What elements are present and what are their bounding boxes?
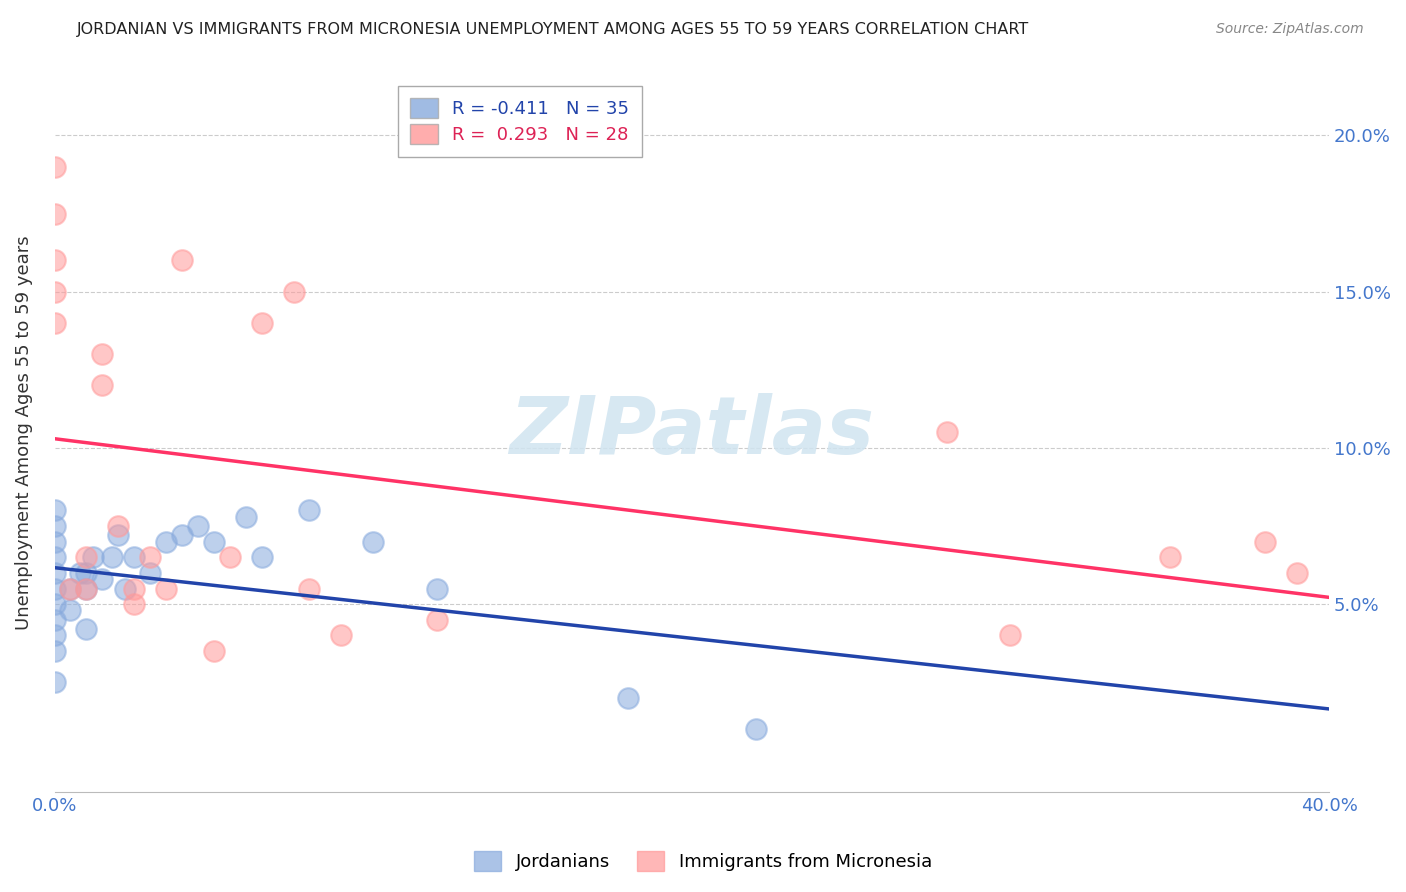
Point bbox=[361, 534, 384, 549]
Point bbox=[250, 550, 273, 565]
Point bbox=[298, 503, 321, 517]
Point bbox=[91, 378, 114, 392]
Point bbox=[114, 582, 136, 596]
Point bbox=[122, 597, 145, 611]
Point bbox=[59, 582, 82, 596]
Legend: R = -0.411   N = 35, R =  0.293   N = 28: R = -0.411 N = 35, R = 0.293 N = 28 bbox=[398, 86, 641, 157]
Point bbox=[298, 582, 321, 596]
Point bbox=[155, 534, 177, 549]
Point bbox=[59, 582, 82, 596]
Point bbox=[91, 572, 114, 586]
Point bbox=[1159, 550, 1181, 565]
Point bbox=[44, 550, 66, 565]
Text: ZIPatlas: ZIPatlas bbox=[509, 393, 875, 471]
Point bbox=[44, 253, 66, 268]
Point bbox=[44, 582, 66, 596]
Point bbox=[44, 675, 66, 690]
Y-axis label: Unemployment Among Ages 55 to 59 years: Unemployment Among Ages 55 to 59 years bbox=[15, 235, 32, 630]
Point bbox=[75, 550, 97, 565]
Point bbox=[218, 550, 240, 565]
Text: Source: ZipAtlas.com: Source: ZipAtlas.com bbox=[1216, 22, 1364, 37]
Point bbox=[202, 644, 225, 658]
Point bbox=[44, 597, 66, 611]
Point bbox=[75, 582, 97, 596]
Point bbox=[170, 528, 193, 542]
Point bbox=[617, 690, 640, 705]
Point bbox=[44, 503, 66, 517]
Point bbox=[122, 550, 145, 565]
Point bbox=[426, 613, 449, 627]
Point bbox=[250, 316, 273, 330]
Point bbox=[122, 582, 145, 596]
Point bbox=[44, 534, 66, 549]
Point bbox=[187, 519, 209, 533]
Point bbox=[139, 566, 162, 580]
Point bbox=[107, 528, 129, 542]
Point bbox=[44, 628, 66, 642]
Point bbox=[1254, 534, 1277, 549]
Point bbox=[744, 722, 766, 736]
Point bbox=[75, 622, 97, 636]
Point bbox=[44, 566, 66, 580]
Point bbox=[101, 550, 124, 565]
Point bbox=[139, 550, 162, 565]
Point bbox=[44, 613, 66, 627]
Point bbox=[426, 582, 449, 596]
Point bbox=[69, 566, 91, 580]
Point bbox=[44, 160, 66, 174]
Point bbox=[44, 206, 66, 220]
Point bbox=[44, 519, 66, 533]
Point bbox=[935, 425, 957, 440]
Text: JORDANIAN VS IMMIGRANTS FROM MICRONESIA UNEMPLOYMENT AMONG AGES 55 TO 59 YEARS C: JORDANIAN VS IMMIGRANTS FROM MICRONESIA … bbox=[77, 22, 1029, 37]
Point bbox=[202, 534, 225, 549]
Point bbox=[1000, 628, 1022, 642]
Point bbox=[330, 628, 353, 642]
Point bbox=[155, 582, 177, 596]
Point bbox=[82, 550, 104, 565]
Legend: Jordanians, Immigrants from Micronesia: Jordanians, Immigrants from Micronesia bbox=[467, 844, 939, 879]
Point bbox=[1286, 566, 1309, 580]
Point bbox=[44, 285, 66, 299]
Point bbox=[44, 644, 66, 658]
Point bbox=[170, 253, 193, 268]
Point bbox=[107, 519, 129, 533]
Point bbox=[59, 603, 82, 617]
Point bbox=[44, 316, 66, 330]
Point bbox=[91, 347, 114, 361]
Point bbox=[75, 566, 97, 580]
Point bbox=[75, 582, 97, 596]
Point bbox=[235, 509, 257, 524]
Point bbox=[283, 285, 305, 299]
